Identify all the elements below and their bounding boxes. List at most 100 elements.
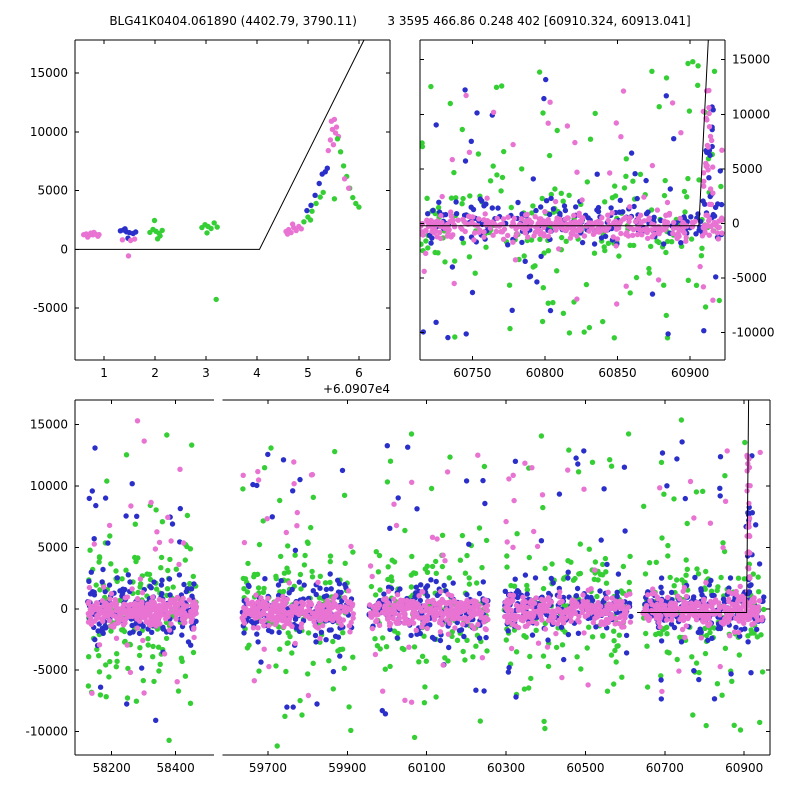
x-tick-label: 60850: [598, 366, 636, 380]
panel-zoom: 1 2 3 4 5 6 -5000 0 5000 10000 15000 +6.0907e4: [30, 39, 391, 396]
scatter-layer: [81, 116, 362, 303]
point: [356, 204, 362, 210]
y-tick-label: -5000: [33, 301, 68, 315]
axis-labels: 1 2 3 4 5 6 -5000 0 5000 10000 15000 +6.0907e4: [30, 66, 390, 396]
y-tick-label: -5000: [732, 271, 767, 285]
plot-border: [419, 39, 726, 361]
y-tick-label: 5000: [37, 184, 68, 198]
axis-ticks: [420, 40, 725, 360]
x-tick-label: 60700: [646, 761, 684, 775]
x-tick-label: 59900: [328, 761, 366, 775]
x-tick-label: 60800: [526, 366, 564, 380]
point: [331, 196, 338, 202]
x-tick-label: 2: [151, 366, 159, 380]
axis-ticks: [75, 400, 770, 755]
y-tick-label: 5000: [732, 162, 763, 176]
y-tick-label: 10000: [732, 107, 770, 121]
x-tick-label: 6: [355, 366, 363, 380]
x-offset-label: +6.0907e4: [323, 382, 390, 396]
plot-border: [74, 39, 391, 361]
y-tick-label: 5000: [37, 540, 68, 554]
x-tick-label: 60750: [453, 366, 491, 380]
axis-labels: 60750 60800 60850 60900 -10000 -5000 0 5000 1000…: [453, 53, 774, 380]
y-tick-label: 10000: [30, 479, 68, 493]
point: [313, 200, 319, 207]
point: [327, 137, 334, 143]
scatter-layer: [85, 417, 767, 749]
point: [301, 219, 307, 225]
panel-full: 58200 58400 59700 59900 60100 60300 60500 60700…: [25, 399, 771, 775]
model-line: [637, 400, 750, 613]
y-tick-label: 0: [732, 216, 740, 230]
point: [157, 233, 163, 239]
point: [85, 234, 91, 240]
y-tick-label: 10000: [30, 125, 68, 139]
point: [332, 130, 339, 136]
point: [213, 296, 219, 303]
x-tick-label: 60900: [725, 761, 763, 775]
x-tick-label: 1: [100, 366, 108, 380]
y-tick-label: 15000: [30, 66, 68, 80]
x-tick-label: 3: [202, 366, 210, 380]
x-tick-label: 58200: [93, 761, 131, 775]
axis-labels: 58200 58400 59700 59900 60100 60300 60500 60700…: [25, 418, 763, 775]
point: [298, 226, 304, 232]
axis-ticks: [75, 40, 390, 360]
y-tick-label: -10000: [732, 326, 775, 340]
model-line: [420, 40, 709, 227]
point: [96, 231, 102, 238]
model-line: [75, 40, 365, 250]
point: [284, 231, 291, 237]
point: [293, 227, 299, 234]
y-tick-label: 0: [60, 242, 68, 256]
point: [340, 163, 347, 169]
y-tick-label: 15000: [30, 418, 68, 432]
point: [325, 147, 331, 154]
y-tick-label: -10000: [25, 725, 68, 739]
point: [125, 253, 132, 259]
x-tick-label: 4: [253, 366, 261, 380]
point: [214, 224, 220, 230]
point: [353, 200, 359, 207]
point: [337, 149, 344, 155]
x-tick-label: 60500: [566, 761, 604, 775]
x-tick-label: 59700: [249, 761, 287, 775]
point: [309, 208, 315, 214]
x-tick-label: 60900: [671, 366, 709, 380]
figure-title: BLG41K0404.061890 (4402.79, 3790.11) 3 3…: [109, 14, 691, 28]
y-tick-label: 0: [60, 602, 68, 616]
point: [333, 124, 340, 130]
x-tick-label: 60300: [487, 761, 525, 775]
point: [317, 194, 323, 200]
point: [133, 229, 139, 235]
point: [204, 230, 210, 236]
point: [320, 189, 326, 196]
scatter-layer: [420, 59, 725, 341]
point: [151, 217, 158, 224]
y-tick-label: 15000: [732, 53, 770, 67]
point: [304, 207, 310, 214]
point: [330, 142, 337, 148]
point: [328, 118, 335, 124]
point: [289, 221, 296, 227]
point: [316, 180, 322, 187]
point: [334, 136, 341, 142]
point: [350, 194, 356, 201]
point: [329, 126, 336, 133]
point: [312, 192, 318, 198]
panel-recent: 60750 60800 60850 60900 -10000 -5000 0 5000 1000…: [419, 39, 775, 380]
x-tick-label: 60100: [408, 761, 446, 775]
point: [346, 185, 352, 191]
point: [159, 227, 165, 234]
point: [91, 229, 97, 236]
point: [131, 236, 138, 242]
x-tick-label: 5: [304, 366, 312, 380]
x-tick-label: 58400: [157, 761, 195, 775]
point: [308, 202, 314, 208]
point: [307, 217, 314, 223]
point: [211, 220, 217, 226]
y-tick-label: -5000: [33, 663, 68, 677]
plot-border: [74, 399, 771, 756]
point: [324, 165, 330, 171]
